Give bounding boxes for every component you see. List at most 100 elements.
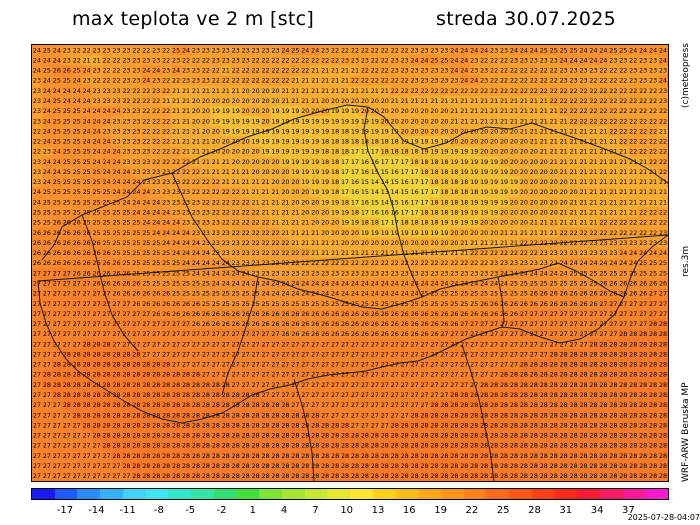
temperature-value: 19 (321, 178, 329, 186)
temperature-value: 20 (222, 138, 230, 146)
grid-cell (141, 247, 152, 259)
grid-cell (210, 85, 222, 97)
temperature-value: 24 (510, 46, 518, 54)
grid-cell (389, 298, 401, 310)
temperature-value: 28 (222, 391, 230, 399)
grid-cell (41, 359, 53, 371)
temperature-value: 27 (530, 350, 538, 358)
temperature-value: 28 (639, 361, 647, 369)
temperature-value: 24 (132, 178, 140, 186)
temperature-value: 22 (252, 219, 260, 227)
grid-cell (71, 75, 83, 87)
temperature-value: 27 (63, 340, 71, 348)
temperature-value: 22 (252, 77, 260, 85)
temperature-value: 26 (301, 320, 309, 328)
grid-cell (558, 318, 570, 330)
temperature-value: 21 (560, 117, 568, 125)
temperature-value: 27 (142, 310, 150, 318)
temperature-value: 24 (301, 46, 309, 54)
grid-cell (171, 207, 182, 218)
grid-cell (658, 217, 668, 229)
temperature-value: 23 (261, 259, 269, 267)
grid-cell (181, 186, 192, 198)
temperature-value: 27 (480, 330, 488, 338)
grid-cell (628, 298, 639, 310)
grid-cell (459, 227, 470, 239)
temperature-value: 22 (609, 127, 617, 135)
temperature-value: 22 (381, 56, 389, 64)
temperature-value: 22 (212, 77, 220, 85)
grid-cell (81, 288, 93, 300)
grid-cell (558, 257, 570, 269)
temperature-value: 22 (619, 138, 627, 146)
temperature-value: 24 (172, 219, 180, 227)
temperature-value: 21 (450, 97, 458, 105)
grid-cell (409, 115, 421, 127)
grid-cell (330, 186, 341, 198)
grid-cell (240, 166, 252, 178)
grid-cell (51, 288, 63, 300)
grid-cell (598, 75, 609, 87)
temperature-value: 24 (93, 148, 101, 156)
grid-cell (270, 339, 282, 350)
grid-cell (310, 186, 321, 198)
temperature-value: 19 (470, 219, 478, 227)
temperature-value: 27 (341, 340, 349, 348)
temperature-value: 22 (142, 97, 150, 105)
temperature-value: 25 (83, 168, 91, 176)
grid-cell (439, 85, 450, 97)
temperature-value: 22 (510, 87, 518, 95)
grid-cell (379, 45, 391, 56)
temperature-value: 21 (192, 138, 200, 146)
temperature-value: 22 (361, 259, 369, 267)
temperature-value: 27 (33, 350, 41, 358)
temperature-value: 28 (182, 371, 190, 379)
grid-cell (578, 207, 590, 218)
temperature-value: 21 (271, 209, 279, 217)
temperature-value: 23 (560, 249, 568, 257)
temperature-value: 21 (212, 87, 220, 95)
temperature-value: 18 (450, 178, 458, 186)
temperature-value: 21 (182, 138, 190, 146)
temperature-value: 25 (132, 259, 140, 267)
temperature-value: 22 (540, 87, 548, 95)
grid-cell (449, 45, 460, 56)
temperature-value: 19 (470, 158, 478, 166)
temperature-value: 19 (311, 178, 319, 186)
grid-cell (429, 166, 441, 178)
grid-cell (538, 65, 550, 77)
temperature-value: 22 (440, 259, 448, 267)
temperature-value: 24 (152, 229, 160, 237)
grid-cell (379, 318, 391, 330)
grid-cell (499, 288, 510, 300)
temperature-value: 21 (510, 229, 518, 237)
grid-cell (171, 65, 182, 77)
temperature-value: 26 (281, 320, 289, 328)
temperature-value: 20 (252, 168, 260, 176)
grid-cell (181, 339, 192, 350)
temperature-value: 28 (162, 391, 170, 399)
grid-cell (181, 55, 192, 66)
grid-cell (280, 75, 291, 87)
grid-cell (638, 156, 649, 168)
grid-cell (290, 298, 301, 310)
grid-cell (409, 105, 421, 117)
temperature-value: 27 (460, 330, 468, 338)
temperature-value: 23 (122, 148, 130, 156)
grid-cell (399, 318, 411, 330)
grid-cell (310, 268, 321, 279)
grid-cell (300, 339, 311, 350)
grid-cell (350, 186, 361, 198)
grid-cell (538, 75, 550, 87)
grid-cell (91, 166, 103, 178)
grid-cell (240, 278, 252, 289)
grid-cell (151, 207, 162, 218)
grid-cell (310, 237, 321, 249)
temperature-value: 27 (351, 371, 359, 379)
grid-cell (538, 217, 550, 229)
grid-cell (121, 268, 132, 279)
temperature-value: 22 (391, 87, 399, 95)
grid-cell (300, 65, 311, 77)
grid-cell (71, 339, 83, 350)
grid-cell (250, 288, 262, 300)
